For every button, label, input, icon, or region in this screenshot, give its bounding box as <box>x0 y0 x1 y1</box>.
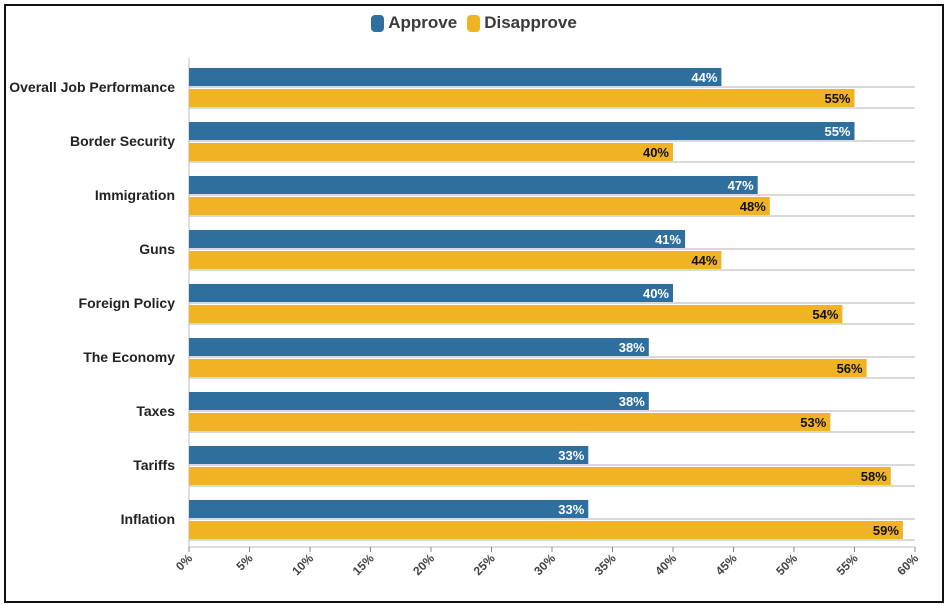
value-label-disapprove: 40% <box>643 145 669 160</box>
bar-approve[interactable] <box>189 500 589 518</box>
x-tick-label: 30% <box>531 551 558 578</box>
value-label-approve: 55% <box>824 124 850 139</box>
x-tick-label: 40% <box>652 551 679 578</box>
legend-label-approve: Approve <box>388 13 458 32</box>
bar-disapprove[interactable] <box>189 305 843 323</box>
bar-approve[interactable] <box>189 176 758 194</box>
value-label-approve: 33% <box>558 502 584 517</box>
value-label-disapprove: 48% <box>740 199 766 214</box>
category-label: Immigration <box>95 187 175 203</box>
x-tick-label: 5% <box>233 551 255 573</box>
bar-disapprove[interactable] <box>189 143 673 161</box>
value-label-disapprove: 55% <box>824 91 850 106</box>
category-label: Guns <box>139 241 175 257</box>
bar-approve[interactable] <box>189 68 722 86</box>
value-label-approve: 38% <box>619 394 645 409</box>
bar-disapprove[interactable] <box>189 251 722 269</box>
x-tick-label: 20% <box>410 551 437 578</box>
legend-label-disapprove: Disapprove <box>484 13 577 32</box>
value-label-disapprove: 58% <box>861 469 887 484</box>
x-tick-label: 50% <box>773 551 800 578</box>
category-label: Foreign Policy <box>79 295 176 311</box>
category-label: Overall Job Performance <box>9 79 175 95</box>
bar-disapprove[interactable] <box>189 359 867 377</box>
value-label-disapprove: 44% <box>691 253 717 268</box>
value-label-approve: 44% <box>691 70 717 85</box>
category-label: Tariffs <box>133 457 175 473</box>
x-tick-label: 45% <box>713 551 740 578</box>
x-tick-label: 55% <box>834 551 861 578</box>
category-label: Border Security <box>70 133 175 149</box>
bar-approve[interactable] <box>189 338 649 356</box>
legend-item-approve[interactable]: Approve <box>371 13 457 33</box>
bar-approve[interactable] <box>189 284 673 302</box>
bar-approve[interactable] <box>189 122 855 140</box>
legend-item-disapprove[interactable]: Disapprove <box>467 13 577 33</box>
bar-approve[interactable] <box>189 230 686 248</box>
bar-disapprove[interactable] <box>189 197 770 215</box>
value-label-disapprove: 54% <box>812 307 838 322</box>
x-tick-label: 35% <box>592 551 619 578</box>
x-tick-label: 25% <box>471 551 498 578</box>
category-label: Inflation <box>121 511 175 527</box>
value-label-disapprove: 56% <box>837 361 863 376</box>
legend: Approve Disapprove <box>0 13 948 33</box>
bar-disapprove[interactable] <box>189 467 891 485</box>
bar-disapprove[interactable] <box>189 89 855 107</box>
value-label-approve: 38% <box>619 340 645 355</box>
x-tick-label: 60% <box>894 551 921 578</box>
value-label-approve: 40% <box>643 286 669 301</box>
bar-disapprove[interactable] <box>189 413 831 431</box>
x-tick-label: 0% <box>173 551 195 573</box>
value-label-approve: 41% <box>655 232 681 247</box>
bar-approve[interactable] <box>189 446 589 464</box>
bar-disapprove[interactable] <box>189 521 903 539</box>
legend-swatch-disapprove <box>467 14 481 32</box>
bar-approve[interactable] <box>189 392 649 410</box>
x-tick-label: 10% <box>289 551 316 578</box>
x-tick-label: 15% <box>350 551 377 578</box>
category-label: The Economy <box>83 349 175 365</box>
category-label: Taxes <box>136 403 175 419</box>
value-label-approve: 47% <box>728 178 754 193</box>
legend-swatch-approve <box>371 14 385 32</box>
value-label-disapprove: 59% <box>873 523 899 538</box>
value-label-approve: 33% <box>558 448 584 463</box>
value-label-disapprove: 53% <box>800 415 826 430</box>
